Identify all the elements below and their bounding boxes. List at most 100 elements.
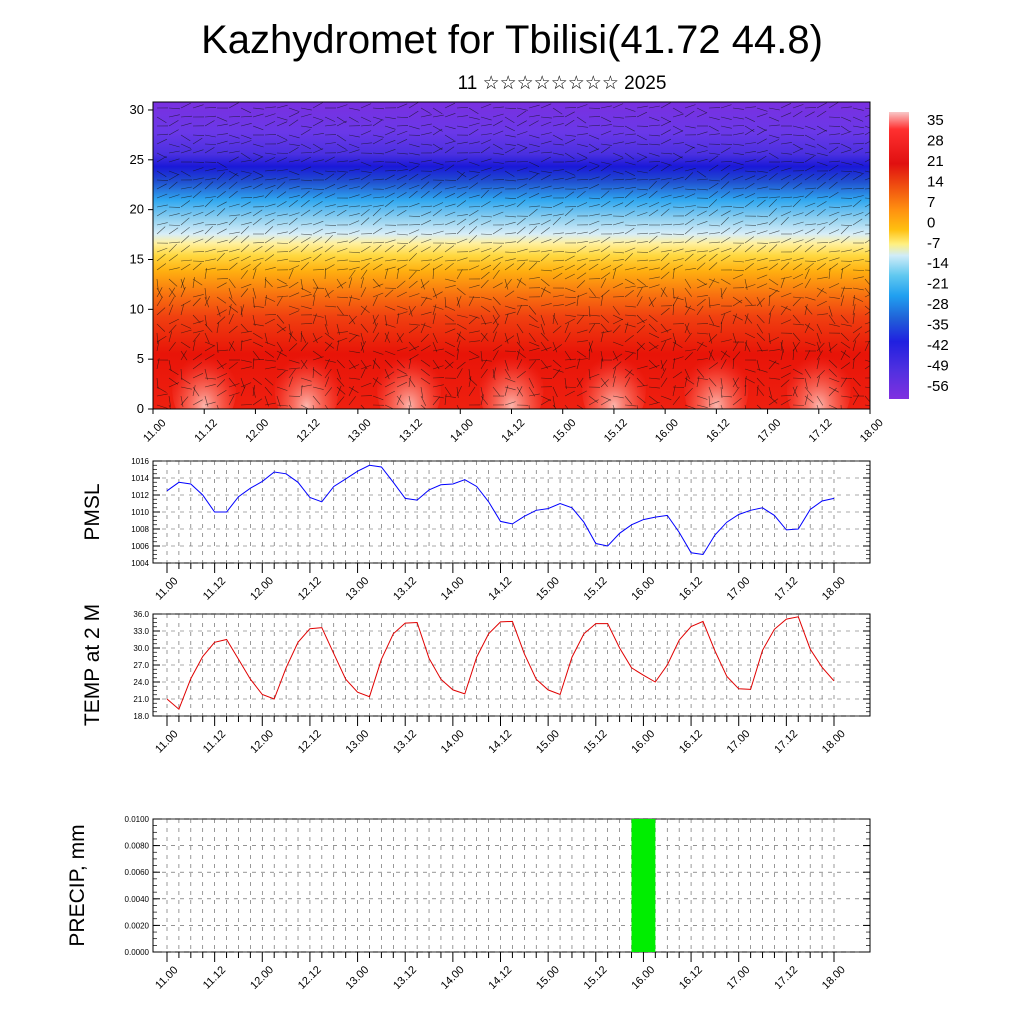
wind-barb xyxy=(156,323,166,332)
wind-barb xyxy=(348,266,360,271)
wind-barb xyxy=(324,124,336,127)
wind-barb xyxy=(660,241,672,244)
wind-barb xyxy=(804,244,814,253)
wind-barb xyxy=(660,253,670,262)
wind-barb xyxy=(288,134,300,139)
wind-barb xyxy=(828,125,841,127)
wind-barb xyxy=(564,119,575,127)
wind-barb xyxy=(252,183,263,190)
wind-barb xyxy=(168,143,180,148)
wind-barb xyxy=(288,235,298,244)
plot-frame xyxy=(152,460,871,564)
wind-barb xyxy=(816,181,826,190)
wind-barb xyxy=(816,143,827,150)
wind-barb xyxy=(696,188,709,191)
wind-barb xyxy=(840,143,852,149)
colorbar-label: -7 xyxy=(927,235,940,252)
wind-barb xyxy=(312,332,318,344)
y-tick-label: 1008 xyxy=(131,525,149,534)
wind-barb xyxy=(732,175,744,181)
wind-barb xyxy=(588,348,591,361)
wind-barb xyxy=(576,187,588,190)
wind-barb xyxy=(636,314,645,324)
wind-barb xyxy=(720,254,731,262)
y-tick-label: 1010 xyxy=(131,508,149,517)
wind-barb xyxy=(420,159,432,163)
wind-barb xyxy=(288,343,298,352)
wind-barb xyxy=(156,287,163,298)
x-tick-label: 15.12 xyxy=(582,964,610,992)
wind-barb xyxy=(168,227,179,235)
wind-barb xyxy=(792,148,804,154)
wind-barb xyxy=(516,167,528,172)
wind-barb xyxy=(240,270,248,280)
wind-barb xyxy=(612,157,624,163)
wind-barb xyxy=(240,377,245,389)
wind-barb xyxy=(324,210,335,217)
wind-barb xyxy=(852,195,864,199)
wind-barb xyxy=(804,223,816,226)
wind-barb xyxy=(492,269,500,280)
y-tick-label: 30 xyxy=(130,102,144,117)
wind-barb xyxy=(408,323,420,326)
wind-barb xyxy=(576,125,588,128)
wind-barb xyxy=(612,318,623,325)
wind-barb xyxy=(576,152,588,159)
wind-barb xyxy=(744,284,756,289)
wind-barb xyxy=(300,188,313,190)
wind-barb xyxy=(684,305,692,316)
wind-barb xyxy=(792,229,804,235)
wind-barb xyxy=(540,249,552,253)
wind-barb xyxy=(480,146,491,154)
wind-barb xyxy=(684,323,691,335)
wind-barb xyxy=(804,143,816,148)
wind-barb xyxy=(744,236,755,244)
wind-barb xyxy=(228,122,240,127)
wind-barb xyxy=(348,143,360,149)
wind-barb xyxy=(360,181,370,190)
x-tick-label: 13.12 xyxy=(397,417,425,445)
wind-barb xyxy=(708,262,718,271)
wind-barb xyxy=(660,129,671,136)
wind-barb xyxy=(276,191,287,199)
wind-barb xyxy=(372,283,384,289)
wind-barb xyxy=(816,341,821,353)
wind-barb xyxy=(300,129,311,136)
wind-barb xyxy=(684,188,697,191)
wind-barb xyxy=(708,125,719,132)
wind-barb xyxy=(816,263,826,271)
wind-barb xyxy=(492,187,504,190)
wind-barb xyxy=(648,395,658,403)
wind-barb xyxy=(384,314,388,326)
wind-barb xyxy=(396,174,408,181)
wind-barb xyxy=(288,195,300,199)
wind-barb xyxy=(612,264,623,271)
wind-barb xyxy=(588,124,601,127)
wind-barb xyxy=(576,404,584,409)
wind-barb xyxy=(648,297,657,307)
x-tick-label: 11.12 xyxy=(201,728,228,755)
wind-barb xyxy=(708,350,715,361)
wind-barb xyxy=(480,359,492,362)
chart-subtitle: 11 ☆☆☆☆☆☆☆☆ 2025 xyxy=(457,73,667,94)
wind-barb xyxy=(336,268,348,271)
wind-barb xyxy=(780,395,793,397)
wind-barb xyxy=(792,173,803,181)
wind-barb xyxy=(504,170,515,177)
wind-barb xyxy=(336,134,347,142)
y-tick-label: 21.0 xyxy=(133,695,149,704)
wind-barb xyxy=(600,214,612,217)
wind-barb xyxy=(696,131,708,136)
x-tick-label: 18.00 xyxy=(820,728,848,756)
wind-barb xyxy=(408,358,412,370)
wind-barb xyxy=(552,187,564,190)
wind-barb xyxy=(420,123,432,127)
x-tick-label: 11.00 xyxy=(141,417,168,444)
wind-barb xyxy=(708,314,715,326)
wind-barb xyxy=(444,314,455,322)
wind-barb xyxy=(348,251,361,254)
x-tick-label: 11.00 xyxy=(153,728,180,755)
wind-barb xyxy=(792,182,803,190)
wind-barb xyxy=(744,159,756,163)
wind-barb xyxy=(468,350,479,357)
